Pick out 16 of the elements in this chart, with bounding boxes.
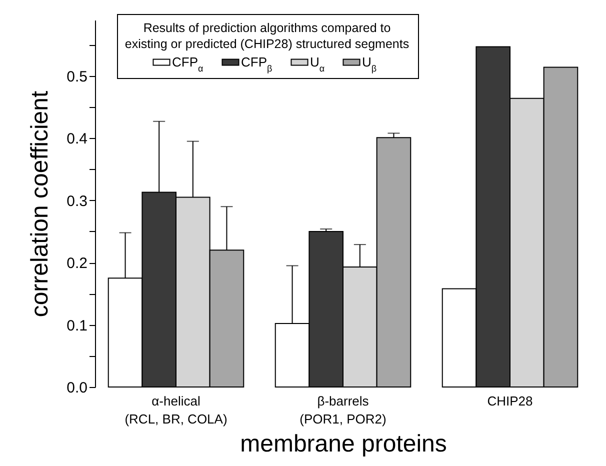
y-tick-label: 0.0 bbox=[66, 380, 88, 396]
y-tick-label: 0.3 bbox=[66, 192, 88, 210]
x-tick-label: β-barrels (POR1, POR2) bbox=[300, 394, 386, 426]
y-tick-label: 0.1 bbox=[66, 317, 88, 334]
legend-label: U$_{α}$ bbox=[310, 54, 325, 74]
x-tick-label: α-helical (RCL, BR, COLA) bbox=[124, 394, 228, 426]
y-axis-title: correlation coefficient bbox=[26, 90, 54, 318]
x-axis-title: membrane proteins bbox=[240, 430, 447, 458]
y-tick-label: 0.4 bbox=[66, 130, 88, 148]
legend-label: CFP$_{β}$ bbox=[241, 54, 272, 74]
x-tick-label: CHIP28 bbox=[487, 394, 533, 408]
legend-label: CFP$_{α}$ bbox=[172, 54, 204, 74]
legend-title: Results of prediction algorithms compared to existing or predicted (CHIP28) structured segments bbox=[124, 21, 410, 51]
y-tick-label: 0.5 bbox=[66, 68, 88, 86]
y-tick-label: 0.2 bbox=[66, 255, 88, 272]
legend-label: U$_{β}$ bbox=[362, 54, 377, 74]
